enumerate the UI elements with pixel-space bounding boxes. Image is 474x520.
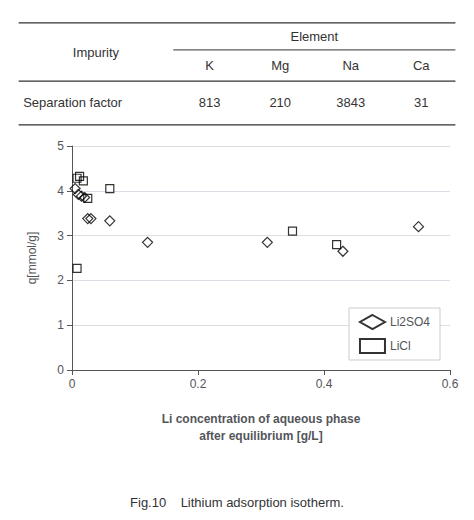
svg-text:Ca: Ca (413, 58, 430, 73)
svg-text:0: 0 (69, 377, 76, 391)
svg-text:0.6: 0.6 (442, 377, 459, 391)
svg-text:813: 813 (199, 95, 221, 110)
svg-text:Li2SO4: Li2SO4 (390, 315, 430, 329)
svg-text:31: 31 (414, 95, 428, 110)
svg-text:3: 3 (57, 229, 64, 243)
svg-text:2: 2 (57, 273, 64, 287)
svg-text:5: 5 (57, 139, 64, 153)
svg-text:0.4: 0.4 (316, 377, 333, 391)
svg-text:1: 1 (57, 318, 64, 332)
svg-text:Fig.10 Lithium adsorption i: Fig.10 Lithium adsorption isotherm. (130, 495, 344, 510)
svg-text:Separation factor: Separation factor (23, 95, 123, 110)
svg-text:0: 0 (57, 363, 64, 377)
svg-text:K: K (205, 58, 214, 73)
svg-text:Element: Element (291, 29, 339, 44)
svg-text:after equilibrium [g/L]: after equilibrium [g/L] (199, 429, 322, 443)
svg-text:q[mmol/g]: q[mmol/g] (25, 232, 39, 285)
svg-text:Na: Na (342, 58, 359, 73)
svg-text:0.2: 0.2 (190, 377, 207, 391)
svg-text:LiCl: LiCl (390, 339, 411, 353)
svg-text:Impurity: Impurity (73, 45, 120, 60)
svg-text:Mg: Mg (271, 58, 289, 73)
svg-text:3843: 3843 (336, 95, 365, 110)
svg-text:4: 4 (57, 184, 64, 198)
svg-text:Li concentration of aqueous ph: Li concentration of aqueous phase (162, 412, 361, 426)
svg-text:210: 210 (269, 95, 291, 110)
